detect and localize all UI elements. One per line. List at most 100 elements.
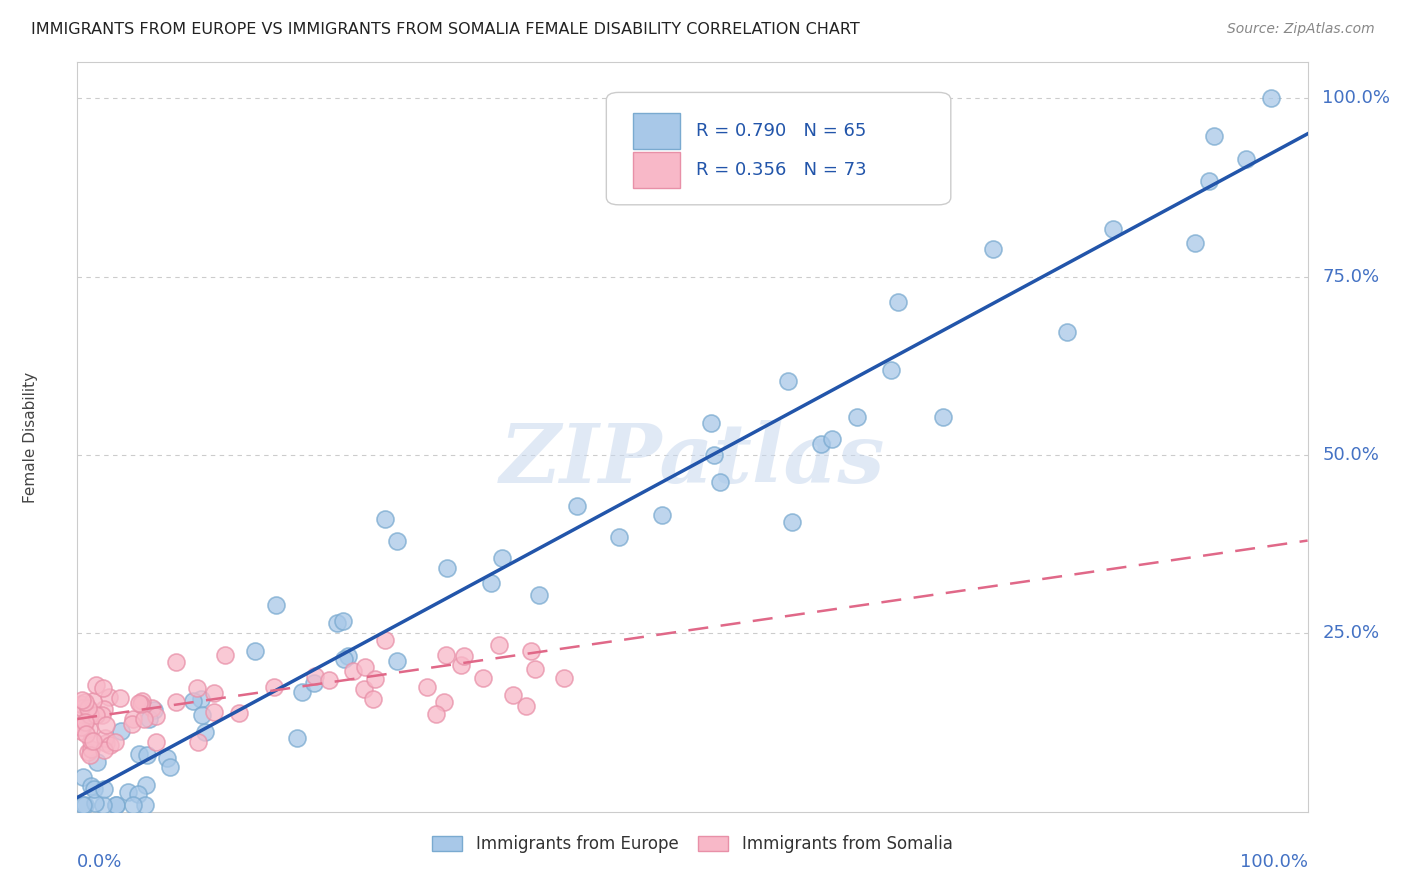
Point [1234, 152, 1257, 166]
Point [82, 694, 104, 708]
Point [72, 720, 94, 734]
Point [165, 695, 187, 709]
Point [565, 499, 588, 513]
Point [93, 702, 115, 716]
Point [291, 685, 314, 699]
Point [263, 681, 285, 695]
Point [1184, 236, 1206, 251]
Point [70, 723, 93, 738]
Point [354, 660, 377, 674]
Point [332, 614, 354, 628]
Point [336, 649, 359, 664]
Point [1260, 91, 1282, 105]
Point [433, 695, 456, 709]
Point [285, 731, 308, 745]
Point [75, 727, 97, 741]
Point [264, 598, 287, 612]
Point [72, 770, 94, 784]
Point [110, 723, 132, 738]
Point [699, 416, 721, 430]
Point [214, 648, 236, 662]
Point [1202, 129, 1225, 144]
Point [82, 734, 104, 748]
Point [104, 797, 127, 812]
Point [194, 725, 217, 739]
Text: R = 0.790   N = 65: R = 0.790 N = 65 [696, 121, 866, 140]
Point [105, 797, 128, 812]
Text: IMMIGRANTS FROM EUROPE VS IMMIGRANTS FROM SOMALIA FEMALE DISABILITY CORRELATION : IMMIGRANTS FROM EUROPE VS IMMIGRANTS FRO… [31, 22, 859, 37]
FancyBboxPatch shape [634, 153, 681, 188]
Point [361, 692, 384, 706]
Point [304, 669, 326, 683]
Point [91, 681, 114, 695]
Text: 100.0%: 100.0% [1323, 89, 1391, 107]
Point [70, 712, 93, 726]
Point [128, 747, 150, 761]
Point [190, 708, 212, 723]
Point [1198, 174, 1220, 188]
Point [98, 690, 121, 705]
Point [165, 655, 187, 669]
Point [479, 575, 502, 590]
Text: 100.0%: 100.0% [1240, 853, 1308, 871]
Point [159, 760, 181, 774]
Point [425, 707, 447, 722]
Legend: Immigrants from Europe, Immigrants from Somalia: Immigrants from Europe, Immigrants from … [426, 829, 959, 860]
Point [76, 700, 98, 714]
Point [70, 700, 93, 714]
Point [129, 697, 152, 711]
Point [75, 715, 97, 730]
Point [326, 615, 349, 630]
Point [91, 797, 114, 812]
Point [128, 696, 150, 710]
Text: Female Disability: Female Disability [22, 371, 38, 503]
Point [416, 680, 439, 694]
Point [135, 778, 157, 792]
Point [132, 712, 155, 726]
Point [122, 797, 145, 812]
Point [77, 707, 100, 722]
Point [810, 437, 832, 451]
Point [186, 734, 208, 748]
Point [73, 797, 96, 812]
Point [70, 698, 93, 712]
Point [529, 588, 551, 602]
Point [436, 648, 458, 662]
Point [136, 747, 159, 762]
Point [502, 688, 524, 702]
Point [931, 409, 953, 424]
Point [134, 797, 156, 812]
Point [181, 694, 204, 708]
Point [374, 633, 396, 648]
Point [83, 782, 105, 797]
Point [84, 678, 107, 692]
Point [453, 649, 475, 664]
Point [374, 512, 396, 526]
Point [142, 703, 165, 717]
Point [353, 681, 375, 696]
Point [79, 707, 101, 722]
Point [228, 706, 250, 721]
Point [186, 681, 208, 695]
Point [127, 787, 149, 801]
Point [780, 515, 803, 529]
Point [1101, 221, 1123, 235]
Point [204, 685, 226, 699]
Point [436, 561, 458, 575]
Point [981, 242, 1004, 256]
Point [709, 475, 731, 490]
Point [845, 409, 868, 424]
Point [524, 662, 547, 676]
Point [1056, 325, 1078, 339]
Point [94, 736, 117, 750]
Point [141, 701, 163, 715]
Point [703, 448, 725, 462]
Point [651, 508, 673, 523]
Point [83, 797, 105, 811]
Point [93, 743, 115, 757]
Point [887, 295, 910, 310]
Point [72, 693, 94, 707]
Point [131, 693, 153, 707]
Point [385, 653, 408, 667]
Point [121, 717, 143, 731]
